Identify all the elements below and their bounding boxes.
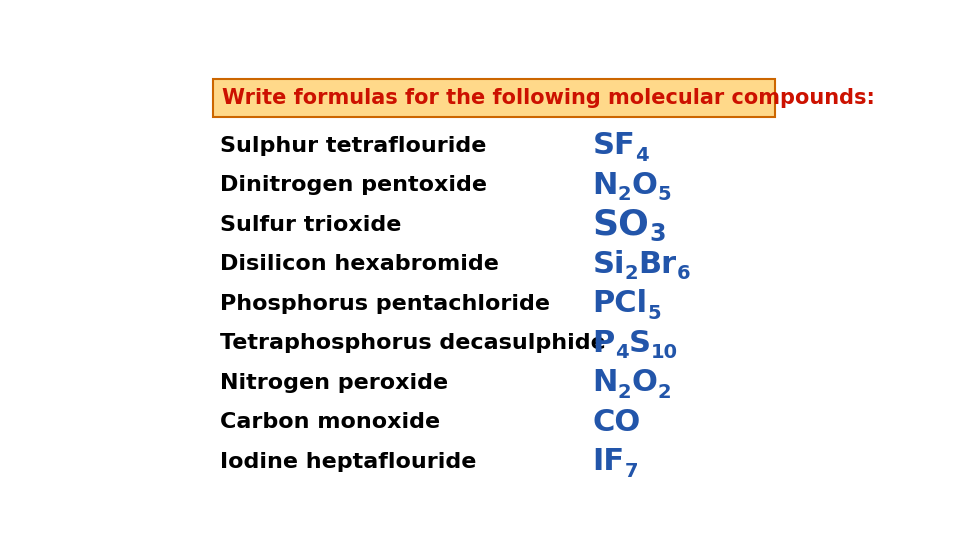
- Text: S: S: [628, 329, 650, 358]
- Text: O: O: [632, 368, 658, 397]
- Text: Iodine heptaflouride: Iodine heptaflouride: [221, 452, 477, 472]
- Text: Br: Br: [638, 250, 677, 279]
- Text: O: O: [632, 171, 658, 200]
- Text: SF: SF: [592, 131, 636, 160]
- Text: 2: 2: [618, 382, 632, 402]
- Text: Phosphorus pentachloride: Phosphorus pentachloride: [221, 294, 550, 314]
- FancyBboxPatch shape: [213, 79, 775, 117]
- Text: Nitrogen peroxide: Nitrogen peroxide: [221, 373, 448, 393]
- Text: Dinitrogen pentoxide: Dinitrogen pentoxide: [221, 176, 488, 195]
- Text: 10: 10: [650, 343, 678, 362]
- Text: 4: 4: [614, 343, 628, 362]
- Text: 5: 5: [648, 303, 661, 322]
- Text: Sulphur tetraflouride: Sulphur tetraflouride: [221, 136, 487, 156]
- Text: 2: 2: [625, 264, 638, 283]
- Text: Si: Si: [592, 250, 625, 279]
- Text: Disilicon hexabromide: Disilicon hexabromide: [221, 254, 499, 274]
- Text: IF: IF: [592, 447, 625, 476]
- Text: SO: SO: [592, 208, 649, 242]
- Text: P: P: [592, 329, 614, 358]
- Text: Write formulas for the following molecular compounds:: Write formulas for the following molecul…: [222, 88, 875, 108]
- Text: 5: 5: [658, 185, 671, 204]
- Text: 2: 2: [618, 185, 632, 204]
- Text: PCl: PCl: [592, 289, 648, 319]
- Text: Sulfur trioxide: Sulfur trioxide: [221, 215, 402, 235]
- Text: 2: 2: [658, 382, 671, 402]
- Text: Tetraphosphorus decasulphide: Tetraphosphorus decasulphide: [221, 333, 606, 353]
- Text: 6: 6: [677, 264, 690, 283]
- Text: Carbon monoxide: Carbon monoxide: [221, 413, 441, 433]
- Text: N: N: [592, 368, 618, 397]
- Text: 3: 3: [649, 222, 666, 246]
- Text: CO: CO: [592, 408, 640, 437]
- Text: N: N: [592, 171, 618, 200]
- Text: 4: 4: [636, 145, 649, 165]
- Text: 7: 7: [625, 462, 638, 481]
